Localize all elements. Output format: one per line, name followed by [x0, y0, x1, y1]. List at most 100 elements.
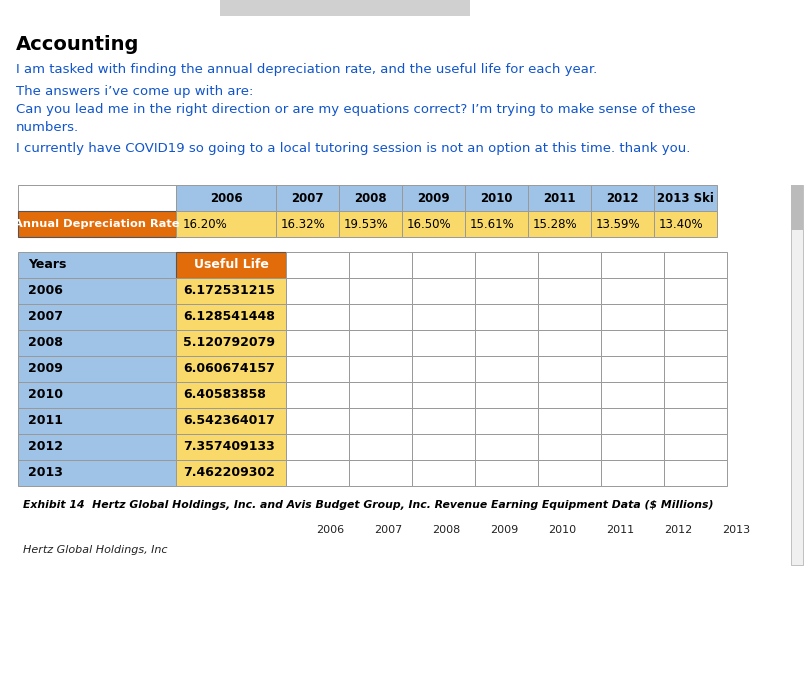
Text: 2006: 2006	[210, 191, 242, 204]
Text: 2010: 2010	[480, 191, 513, 204]
Text: 5.120792079: 5.120792079	[183, 337, 275, 349]
Bar	[18, 330, 176, 356]
Text: 2010: 2010	[548, 525, 576, 535]
Text: 2013: 2013	[722, 525, 750, 535]
Bar	[286, 304, 349, 330]
Bar	[349, 252, 412, 278]
Bar	[601, 330, 664, 356]
Text: 2007: 2007	[374, 525, 402, 535]
Bar	[286, 408, 349, 434]
Bar	[349, 330, 412, 356]
Text: 2008: 2008	[354, 191, 387, 204]
Text: 13.59%: 13.59%	[596, 217, 641, 230]
Text: 2010: 2010	[28, 388, 63, 401]
Bar	[475, 408, 538, 434]
Bar	[664, 330, 727, 356]
Bar	[349, 434, 412, 460]
Bar	[276, 211, 339, 237]
Bar	[339, 185, 402, 211]
Text: 2013 Ski: 2013 Ski	[657, 191, 714, 204]
Bar	[601, 356, 664, 382]
Text: 6.060674157: 6.060674157	[183, 362, 275, 375]
Bar	[18, 185, 176, 211]
Text: 16.50%: 16.50%	[407, 217, 452, 230]
Text: 19.53%: 19.53%	[344, 217, 388, 230]
Bar	[538, 356, 601, 382]
Bar	[664, 460, 727, 486]
Text: 6.172531215: 6.172531215	[183, 285, 275, 298]
Bar	[475, 356, 538, 382]
Bar	[176, 304, 286, 330]
Bar	[402, 185, 465, 211]
Bar	[591, 211, 654, 237]
Bar	[349, 382, 412, 408]
Bar	[538, 382, 601, 408]
Bar	[465, 211, 528, 237]
Bar	[654, 185, 717, 211]
Bar	[412, 408, 475, 434]
Bar	[402, 211, 465, 237]
Bar	[339, 211, 402, 237]
Bar	[176, 408, 286, 434]
Bar	[664, 252, 727, 278]
Bar	[18, 278, 176, 304]
Text: 2011: 2011	[543, 191, 576, 204]
Text: The answers i’ve come up with are:: The answers i’ve come up with are:	[16, 85, 253, 98]
Bar	[538, 252, 601, 278]
Bar	[601, 434, 664, 460]
Bar	[475, 330, 538, 356]
Bar	[176, 211, 276, 237]
Text: 16.20%: 16.20%	[183, 217, 228, 230]
Text: Accounting: Accounting	[16, 35, 139, 54]
Bar	[286, 252, 349, 278]
Text: 13.40%: 13.40%	[659, 217, 704, 230]
Bar	[286, 382, 349, 408]
Bar	[538, 460, 601, 486]
Bar	[176, 252, 286, 278]
Bar	[601, 304, 664, 330]
Bar	[412, 460, 475, 486]
Bar	[791, 185, 803, 565]
Bar	[475, 382, 538, 408]
Text: 16.32%: 16.32%	[281, 217, 326, 230]
Bar	[176, 185, 276, 211]
Text: 7.357409133: 7.357409133	[183, 440, 275, 453]
Bar	[349, 460, 412, 486]
Bar	[349, 408, 412, 434]
Bar	[601, 278, 664, 304]
Bar	[286, 278, 349, 304]
Bar	[475, 278, 538, 304]
Bar	[601, 382, 664, 408]
Bar	[601, 460, 664, 486]
Text: 6.40583858: 6.40583858	[183, 388, 266, 401]
Bar	[412, 356, 475, 382]
Text: 2012: 2012	[664, 525, 692, 535]
Text: 2011: 2011	[606, 525, 634, 535]
Bar	[18, 408, 176, 434]
Text: Hertz Global Holdings, Inc: Hertz Global Holdings, Inc	[23, 545, 168, 555]
Bar	[18, 211, 176, 237]
Text: 2007: 2007	[291, 191, 324, 204]
Bar	[412, 252, 475, 278]
Bar	[286, 330, 349, 356]
Bar	[276, 185, 339, 211]
Bar	[176, 330, 286, 356]
Text: Can you lead me in the right direction or are my equations correct? I’m trying t: Can you lead me in the right direction o…	[16, 103, 696, 116]
Bar	[475, 252, 538, 278]
Bar	[349, 278, 412, 304]
Bar	[18, 304, 176, 330]
Text: 6.542364017: 6.542364017	[183, 414, 275, 427]
Bar	[664, 278, 727, 304]
Bar	[475, 434, 538, 460]
Bar	[176, 434, 286, 460]
Bar	[176, 278, 286, 304]
Text: Useful Life: Useful Life	[194, 259, 268, 272]
Bar	[176, 382, 286, 408]
Bar	[664, 382, 727, 408]
Bar	[664, 408, 727, 434]
Text: I am tasked with finding the annual depreciation rate, and the useful life for e: I am tasked with finding the annual depr…	[16, 63, 597, 76]
Text: 2008: 2008	[432, 525, 460, 535]
Bar	[412, 434, 475, 460]
Text: 2012: 2012	[28, 440, 63, 453]
Bar	[18, 434, 176, 460]
